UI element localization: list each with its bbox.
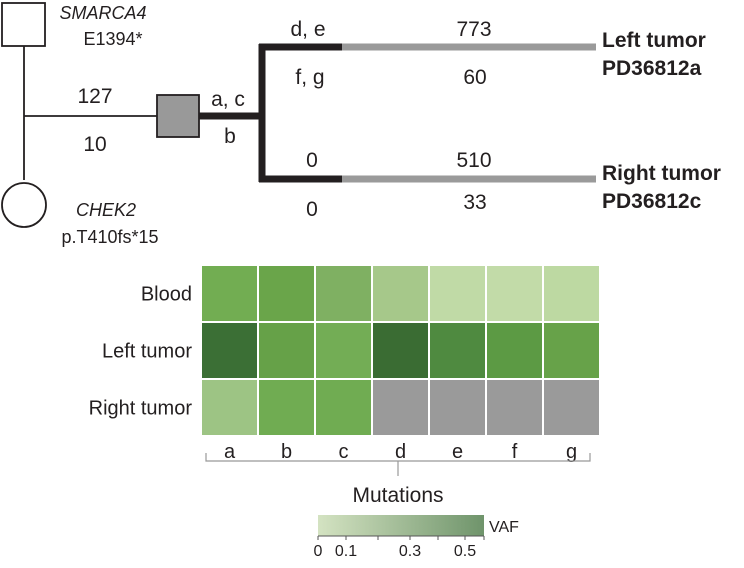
heatmap-row-label-right-tumor: Right tumor [89, 398, 193, 420]
right-shared-top-label: 0 [306, 149, 318, 172]
left-shared-bottom-label: f, g [295, 66, 324, 89]
vaf-legend-title: VAF [489, 519, 519, 536]
vaf-minor-ticks [318, 536, 484, 540]
heatmap-column-label-g: g [566, 441, 577, 463]
heatmap-cell-left-tumor-g [544, 323, 599, 378]
right-tumor-name: Right tumor [602, 162, 721, 185]
vaf-tick-0-1: 0.1 [335, 543, 357, 560]
proband-square [157, 95, 199, 137]
father-gene-label: SMARCA4 [59, 3, 146, 23]
heatmap-cell-blood-g [544, 266, 599, 321]
branch-top-count: 127 [77, 85, 112, 108]
heatmap-cell-blood-b [259, 266, 314, 321]
heatmap-cell-blood-e [430, 266, 485, 321]
vaf-legend: VAF 0 0.1 0.3 0.5 [314, 515, 520, 560]
father-variant-label: E1394* [83, 29, 142, 49]
left-tumor-id: PD36812a [602, 57, 702, 80]
vaf-tick-0: 0 [314, 543, 323, 560]
heatmap-column-label-a: a [224, 441, 236, 463]
heatmap-cell-right-tumor-e [430, 380, 485, 435]
heatmap-cells [202, 266, 599, 435]
heatmap-cell-left-tumor-d [373, 323, 428, 378]
heatmap-cell-left-tumor-c [316, 323, 371, 378]
right-tumor-id: PD36812c [602, 190, 702, 213]
heatmap-cell-blood-d [373, 266, 428, 321]
heatmap-cell-blood-c [316, 266, 371, 321]
heatmap-row-label-left-tumor: Left tumor [102, 341, 192, 363]
left-shared-top-label: d, e [290, 18, 325, 41]
trunk-top-label: a, c [211, 88, 245, 111]
heatmap-row-label-blood: Blood [141, 284, 192, 306]
pedigree: SMARCA4 E1394* 127 10 CHEK2 p.T410fs*15 [2, 3, 199, 247]
heatmap-cell-left-tumor-f [487, 323, 542, 378]
right-private-bottom-count: 33 [463, 191, 486, 214]
heatmap-cell-right-tumor-c [316, 380, 371, 435]
heatmap-cell-left-tumor-b [259, 323, 314, 378]
right-private-top-count: 510 [456, 149, 491, 172]
heatmap-column-label-d: d [395, 441, 406, 463]
heatmap-column-labels: a b c d e f g [224, 441, 577, 463]
left-tumor-name: Left tumor [602, 29, 706, 52]
father-square [2, 3, 45, 46]
heatmap-column-label-c: c [339, 441, 349, 463]
phylo-tree: a, c b d, e f, g 0 0 773 60 510 33 Left … [199, 18, 721, 221]
heatmap-cell-right-tumor-g [544, 380, 599, 435]
heatmap-column-label-b: b [281, 441, 292, 463]
heatmap-cell-left-tumor-a [202, 323, 257, 378]
heatmap-cell-right-tumor-f [487, 380, 542, 435]
vaf-gradient-bar [318, 515, 484, 536]
heatmap-cell-right-tumor-a [202, 380, 257, 435]
heatmap: Blood Left tumor Right tumor a b c d e f g Mutat… [89, 266, 599, 507]
vaf-tick-0-5: 0.5 [454, 543, 476, 560]
left-private-bottom-count: 60 [463, 66, 486, 89]
heatmap-column-label-f: f [512, 441, 518, 463]
heatmap-cell-blood-a [202, 266, 257, 321]
heatmap-cell-right-tumor-b [259, 380, 314, 435]
mutations-axis-label: Mutations [352, 484, 443, 507]
mother-variant-label: p.T410fs*15 [61, 227, 158, 247]
left-private-top-count: 773 [456, 18, 491, 41]
heatmap-cell-blood-f [487, 266, 542, 321]
mother-gene-label: CHEK2 [76, 200, 136, 220]
heatmap-cell-right-tumor-d [373, 380, 428, 435]
mother-circle [2, 183, 46, 227]
heatmap-cell-left-tumor-e [430, 323, 485, 378]
right-shared-bottom-label: 0 [306, 198, 318, 221]
heatmap-row-labels: Blood Left tumor Right tumor [89, 284, 193, 420]
vaf-tick-0-3: 0.3 [399, 543, 421, 560]
trunk-bottom-label: b [224, 125, 236, 148]
branch-bottom-count: 10 [83, 133, 106, 156]
heatmap-column-label-e: e [452, 441, 463, 463]
